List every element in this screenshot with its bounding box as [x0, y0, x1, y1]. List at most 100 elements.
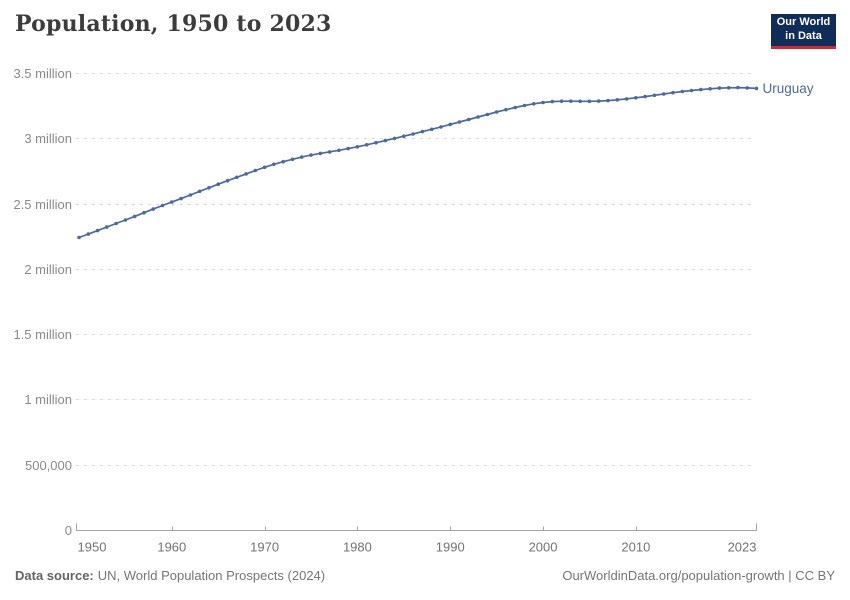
series-marker: [513, 105, 517, 110]
series-marker: [132, 214, 137, 219]
series-marker: [364, 143, 369, 147]
series-marker: [745, 86, 749, 90]
series-marker: [179, 196, 183, 201]
series-marker: [188, 193, 193, 197]
y-axis-tick-label: 3 million: [24, 131, 72, 146]
series-marker: [717, 86, 722, 90]
x-axis-tick-label: 2023: [728, 540, 757, 555]
series-marker: [448, 122, 453, 127]
series-marker: [559, 99, 564, 103]
owid-logo-line2: in Data: [785, 30, 822, 42]
series-marker: [197, 189, 202, 194]
x-axis-tick-label: 2010: [621, 540, 650, 555]
x-axis-tick-label: 1960: [157, 540, 186, 555]
series-marker: [318, 151, 323, 156]
series-marker: [170, 200, 174, 204]
series-marker: [708, 87, 712, 91]
series-marker: [355, 145, 360, 149]
series-marker: [272, 162, 276, 167]
series-marker: [114, 221, 118, 226]
series-marker: [411, 132, 415, 136]
series-marker: [689, 88, 694, 93]
series-marker: [160, 203, 165, 208]
series-marker: [587, 99, 592, 104]
series-marker: [327, 150, 332, 154]
series-marker: [216, 182, 220, 186]
data-source-label: Data source:: [15, 568, 94, 583]
series-marker: [596, 99, 601, 103]
x-axis-tick-label: 1990: [436, 540, 465, 555]
y-axis-tick-label: 0: [65, 523, 72, 538]
owid-logo-line1: Our World: [776, 16, 831, 29]
series-marker: [532, 102, 536, 106]
series-marker: [429, 127, 434, 132]
series-marker: [309, 153, 313, 157]
series-marker: [569, 99, 573, 103]
series-marker: [281, 159, 286, 164]
series-marker: [736, 85, 740, 90]
series-marker: [142, 210, 146, 215]
series-marker: [225, 178, 230, 183]
series-marker: [207, 186, 211, 190]
data-source: Data source: UN, World Population Prospec…: [15, 568, 325, 583]
series-marker: [86, 232, 91, 236]
series-marker: [467, 117, 471, 122]
series-marker: [457, 120, 462, 124]
series-marker: [634, 96, 638, 100]
series-marker: [661, 92, 666, 96]
series-marker: [606, 98, 610, 103]
series-marker: [754, 86, 759, 91]
series-marker: [420, 129, 425, 134]
x-axis-tick-label: 1970: [250, 540, 279, 555]
y-axis-tick-label: 500,000: [25, 458, 72, 473]
owid-logo: Our World in Data: [771, 14, 836, 49]
series-marker: [77, 235, 81, 240]
y-axis-tick-label: 1.5 million: [13, 327, 72, 342]
series-marker: [476, 115, 480, 119]
series-marker: [485, 112, 490, 117]
series-marker: [726, 86, 731, 90]
series-marker: [541, 100, 545, 105]
series-marker: [439, 125, 443, 129]
series-marker: [624, 97, 629, 101]
series-marker: [151, 207, 155, 211]
x-axis-tick-label: 1980: [343, 540, 372, 555]
series-marker: [346, 146, 350, 151]
series-marker: [504, 107, 508, 112]
x-axis-tick-label: 2000: [529, 540, 558, 555]
series-marker: [290, 157, 295, 162]
series-marker: [235, 175, 239, 180]
series-marker: [392, 136, 397, 141]
series-marker: [105, 225, 109, 229]
series-line: [78, 86, 758, 239]
series-marker: [550, 99, 555, 104]
series-marker: [680, 89, 685, 94]
series-marker: [494, 110, 499, 114]
y-axis-tick-label: 3.5 million: [13, 66, 72, 81]
series-marker: [699, 87, 703, 92]
footer-credit: OurWorldinData.org/population-growth | C…: [562, 568, 835, 583]
y-axis-tick-label: 2 million: [24, 262, 72, 277]
series-marker: [374, 140, 378, 145]
series-marker: [383, 138, 388, 143]
series-marker: [522, 103, 527, 108]
chart-footer: Data source: UN, World Population Prospec…: [15, 568, 835, 583]
entity-label: Uruguay: [763, 81, 814, 96]
series-marker: [652, 93, 657, 98]
y-axis-tick-label: 1 million: [24, 392, 72, 407]
series-marker: [95, 228, 100, 233]
series-marker: [262, 165, 267, 170]
y-axis-tick-label: 2.5 million: [13, 197, 72, 212]
series-marker: [671, 90, 675, 95]
series-marker: [615, 98, 620, 102]
series-marker: [402, 134, 406, 138]
series-marker: [578, 99, 582, 104]
series-marker: [244, 172, 248, 176]
series-marker: [123, 218, 128, 222]
series-marker: [299, 155, 304, 159]
series-marker: [643, 94, 647, 99]
series-marker: [337, 148, 341, 153]
x-axis-tick-label: 1950: [78, 540, 107, 555]
